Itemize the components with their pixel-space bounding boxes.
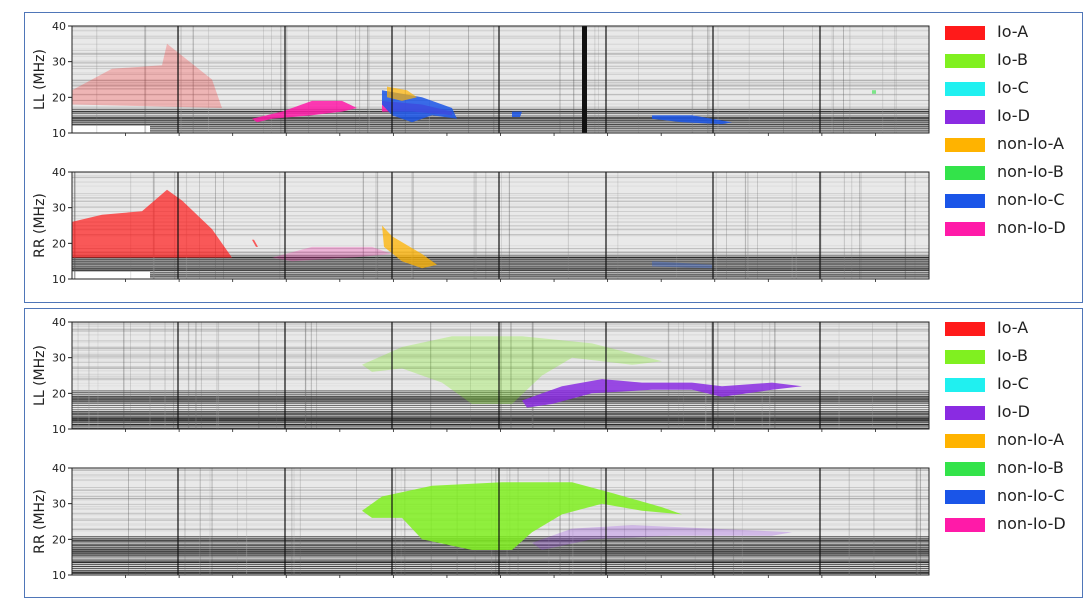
emission-region-io-b [362,336,662,404]
legend-swatch [945,434,985,448]
y-axis-label: LL (MHz) [32,49,48,110]
legend-swatch [945,26,985,40]
legend-label: non-Io-A [997,134,1065,153]
y-tick-label: 10 [52,273,66,286]
emission-region-non-io-c [512,111,522,117]
figure-group-top [24,12,1083,303]
y-axis-label: RR (MHz) [32,489,48,554]
spectrogram-panel-top-ll: 10 20 30 40 LL (MHz) [32,20,930,140]
legend-swatch [945,166,985,180]
legend-swatch [945,54,985,68]
emission-region-non-io-d [272,246,392,262]
legend-label: non-Io-A [997,430,1065,449]
legend-swatch [945,462,985,476]
plot-area [72,468,929,575]
legend-label: Io-A [997,22,1029,41]
legend-item-io-b: Io-B [945,50,1085,72]
y-axis-label: RR (MHz) [32,193,48,258]
legend-label: Io-C [997,78,1029,97]
legend-item-io-a: Io-A [945,318,1085,340]
legend-label: non-Io-B [997,458,1064,477]
legend-swatch [945,378,985,392]
legend-item-non-io-a: non-Io-A [945,134,1085,156]
legend-swatch [945,222,985,236]
emission-region-non-io-b [872,90,876,94]
y-tick-label: 30 [52,56,66,69]
legend-item-io-b: Io-B [945,346,1085,368]
emission-region-io-a [72,189,232,258]
data-gap [72,125,150,133]
y-tick-label: 40 [52,20,66,33]
spectrogram-panel-top-rr: 10 20 30 40 RR (MHz) [32,166,930,286]
y-tick-label: 10 [52,127,66,140]
spectrogram-background [72,322,929,429]
y-tick-label: 20 [52,387,66,400]
legend-label: non-Io-C [997,486,1065,505]
legend-label: Io-A [997,318,1029,337]
legend-item-non-io-c: non-Io-C [945,190,1085,212]
emission-region-non-io-c [652,261,712,269]
emission-region-io-d [532,525,792,550]
y-tick-label: 30 [52,202,66,215]
legend-swatch [945,138,985,152]
data-gap [72,271,150,279]
emission-region-non-io-a [382,225,437,269]
y-tick-label: 30 [52,498,66,511]
legend-label: Io-C [997,374,1029,393]
legend-item-non-io-b: non-Io-B [945,162,1085,184]
legend-swatch [945,490,985,504]
legend-swatch [945,406,985,420]
legend-item-io-d: Io-D [945,106,1085,128]
legend-swatch [945,194,985,208]
legend-label: non-Io-D [997,218,1066,237]
y-tick-label: 10 [52,423,66,436]
spectrogram-panel-bottom-ll: 10 20 30 40 LL (MHz) [32,316,930,436]
legend-item-non-io-a: non-Io-A [945,430,1085,452]
legend-label: Io-D [997,402,1030,421]
y-tick-label: 20 [52,237,66,250]
legend-item-io-c: Io-C [945,78,1085,100]
legend-item-non-io-d: non-Io-D [945,218,1085,240]
legend-label: non-Io-D [997,514,1066,533]
plot-area [72,172,929,279]
legend-swatch [945,518,985,532]
legend-label: Io-B [997,50,1028,69]
emission-region-io-a [72,43,222,108]
y-axis-label: LL (MHz) [32,345,48,406]
emission-region-io-b [362,482,682,550]
legend-label: non-Io-C [997,190,1065,209]
y-tick-label: 20 [52,91,66,104]
y-tick-label: 20 [52,533,66,546]
legend-item-io-a: Io-A [945,22,1085,44]
legend-item-io-d: Io-D [945,402,1085,424]
legend-label: Io-B [997,346,1028,365]
legend-item-non-io-b: non-Io-B [945,458,1085,480]
legend-swatch [945,322,985,336]
plot-area [72,26,929,133]
legend-label: non-Io-B [997,162,1064,181]
emission-region-io-d [522,379,802,408]
legend-item-non-io-c: non-Io-C [945,486,1085,508]
legend-item-non-io-d: non-Io-D [945,514,1085,536]
emission-region-non-io-d [252,100,357,123]
spectrogram-panel-bottom-rr: 10 20 30 40 RR (MHz) [32,462,930,582]
y-tick-label: 40 [52,166,66,179]
emission-region-non-io-c [652,115,732,125]
legend-swatch [945,110,985,124]
emission-region-non-io-a [387,86,417,101]
legend-label: Io-D [997,106,1030,125]
legend-swatch [945,350,985,364]
legend-swatch [945,82,985,96]
y-tick-label: 30 [52,352,66,365]
plot-area [72,322,929,429]
emission-region-io-a [252,239,258,247]
y-tick-label: 10 [52,569,66,582]
y-tick-label: 40 [52,316,66,329]
y-tick-label: 40 [52,462,66,475]
legend-item-io-c: Io-C [945,374,1085,396]
spectrogram-spike [582,26,587,133]
